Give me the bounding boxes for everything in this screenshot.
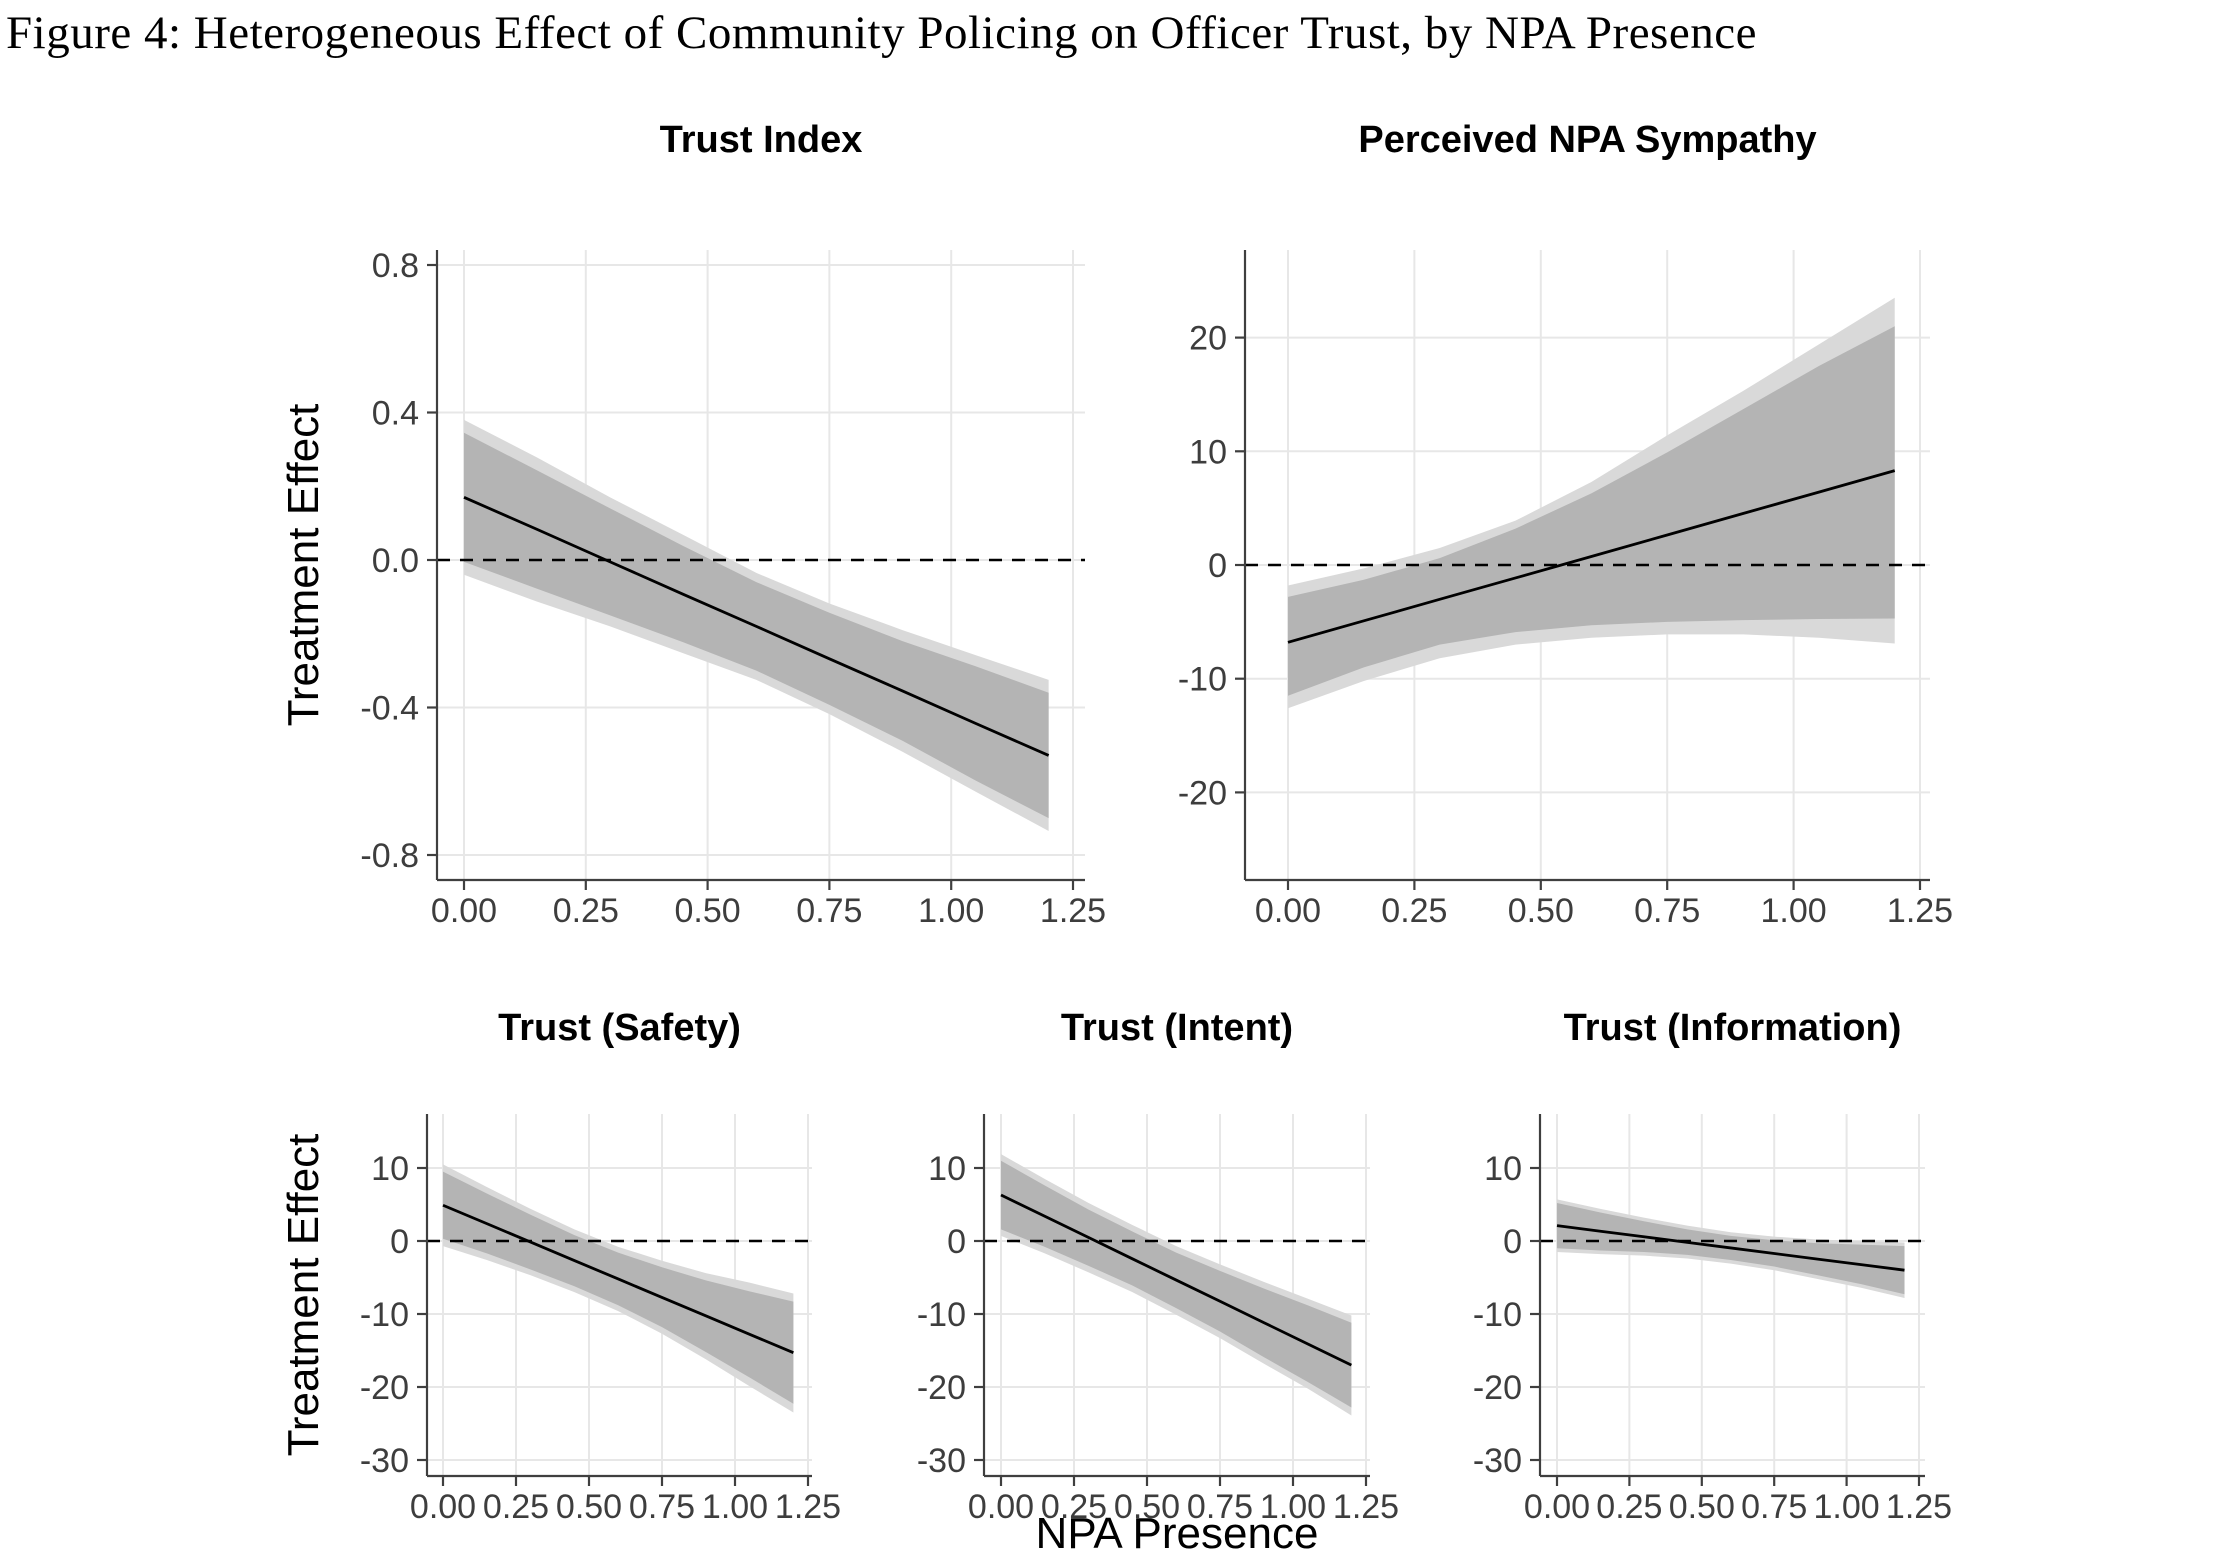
x-tick-label: 1.25 bbox=[775, 1488, 841, 1526]
x-tick-label: 0.25 bbox=[553, 892, 619, 930]
x-tick-label: 1.00 bbox=[1814, 1488, 1880, 1526]
x-tick-label: 0.25 bbox=[1596, 1488, 1662, 1526]
x-tick-label: 0.75 bbox=[796, 892, 862, 930]
panel-title: Trust Index bbox=[660, 119, 863, 161]
x-tick-label: 0.25 bbox=[483, 1488, 549, 1526]
panel-trust_index: 0.8 0.4 0.0 -0.4 -0.8 0.00 0.25 0.50 0.75 1.00 1.2… bbox=[360, 119, 1106, 930]
x-tick-label: 0.75 bbox=[1741, 1488, 1807, 1526]
x-tick-label: 0.00 bbox=[431, 892, 497, 930]
x-tick-label: 0.00 bbox=[1524, 1488, 1590, 1526]
y-tick-label: -20 bbox=[360, 1369, 409, 1407]
panel-trust_intent: 10 0 -10 -20 -300.00 0.25 0.50 0.75 1.00 1.25 Trus… bbox=[917, 1007, 1399, 1526]
panel-title: Trust (Information) bbox=[1564, 1007, 1902, 1049]
panel-perceived_npa_sympathy: 20 10 0 -10 -20 0.00 0.25 0.50 0.75 1.00 1.25 Perce… bbox=[1178, 119, 1953, 930]
y-tick-label: 10 bbox=[1189, 433, 1227, 471]
panel-title: Perceived NPA Sympathy bbox=[1358, 119, 1816, 161]
x-tick-label: 1.00 bbox=[1260, 1488, 1326, 1526]
x-axis-label: NPA Presence bbox=[1036, 1509, 1319, 1558]
y-tick-label: -30 bbox=[917, 1442, 966, 1480]
panel-trust_information: 10 0 -10 -20 -300.00 0.25 0.50 0.75 1.00 1.25 Trus… bbox=[1473, 1007, 1952, 1526]
y-tick-label: 0.0 bbox=[372, 542, 419, 580]
y-axis-label-top: Treatment Effect bbox=[279, 404, 328, 727]
trend-line bbox=[1556, 1224, 1905, 1272]
x-tick-label: 0.50 bbox=[1669, 1488, 1735, 1526]
y-tick-label: 20 bbox=[1189, 320, 1227, 358]
trend-line bbox=[463, 496, 1050, 757]
y-tick-label: 10 bbox=[1484, 1150, 1522, 1188]
figure-caption: Figure 4: Heterogeneous Effect of Commun… bbox=[6, 7, 1757, 59]
ci-inner-band bbox=[443, 1171, 794, 1404]
y-tick-label: -30 bbox=[1473, 1442, 1522, 1480]
trend-line bbox=[442, 1203, 794, 1354]
y-tick-label: -10 bbox=[1178, 661, 1227, 699]
x-tick-label: 0.75 bbox=[1634, 892, 1700, 930]
y-tick-label: 0 bbox=[1503, 1223, 1522, 1261]
y-tick-label: -30 bbox=[360, 1442, 409, 1480]
y-tick-label: 0 bbox=[947, 1223, 966, 1261]
panel-trust_safety: 10 0 -10 -20 -300.00 0.25 0.50 0.75 1.00 1.25 Trus… bbox=[360, 1007, 841, 1526]
ci-inner-band bbox=[1288, 326, 1895, 696]
x-tick-label: 0.50 bbox=[1114, 1488, 1180, 1526]
y-tick-label: 0.8 bbox=[372, 247, 419, 285]
y-tick-label: 0.4 bbox=[372, 395, 419, 433]
y-tick-label: -10 bbox=[917, 1296, 966, 1334]
trend-line bbox=[1287, 469, 1896, 644]
y-axis-label-bottom: Treatment Effect bbox=[279, 1134, 328, 1457]
panel-title: Trust (Safety) bbox=[498, 1007, 741, 1049]
y-tick-label: -20 bbox=[917, 1369, 966, 1407]
x-tick-label: 0.50 bbox=[556, 1488, 622, 1526]
x-tick-label: 0.50 bbox=[675, 892, 741, 930]
x-tick-label: 1.00 bbox=[1761, 892, 1827, 930]
trend-line bbox=[1000, 1193, 1353, 1367]
ci-inner-band bbox=[1001, 1160, 1352, 1408]
x-tick-label: 0.00 bbox=[1255, 892, 1321, 930]
y-tick-label: -10 bbox=[1473, 1296, 1522, 1334]
x-tick-label: 1.00 bbox=[702, 1488, 768, 1526]
y-tick-label: 10 bbox=[928, 1150, 966, 1188]
x-tick-label: 1.25 bbox=[1040, 892, 1106, 930]
y-tick-label: 0 bbox=[390, 1223, 409, 1261]
y-tick-label: -10 bbox=[360, 1296, 409, 1334]
x-tick-label: 0.00 bbox=[968, 1488, 1034, 1526]
y-tick-label: -0.8 bbox=[360, 837, 419, 875]
x-tick-label: 1.25 bbox=[1886, 1488, 1952, 1526]
x-tick-label: 0.75 bbox=[1187, 1488, 1253, 1526]
y-tick-label: -20 bbox=[1178, 774, 1227, 812]
y-tick-label: -20 bbox=[1473, 1369, 1522, 1407]
x-tick-label: 0.00 bbox=[410, 1488, 476, 1526]
x-tick-label: 0.25 bbox=[1041, 1488, 1107, 1526]
x-tick-label: 1.00 bbox=[918, 892, 984, 930]
x-tick-label: 0.50 bbox=[1508, 892, 1574, 930]
x-tick-label: 1.25 bbox=[1333, 1488, 1399, 1526]
y-tick-label: 10 bbox=[371, 1150, 409, 1188]
panel-title: Trust (Intent) bbox=[1061, 1007, 1293, 1049]
y-tick-label: 0 bbox=[1208, 547, 1227, 585]
x-tick-label: 0.75 bbox=[629, 1488, 695, 1526]
x-tick-label: 1.25 bbox=[1887, 892, 1953, 930]
panels-group: 0.80.40.0-0.4-0.80.00 0.25 0.50 0.75 1.00 1.2… bbox=[360, 119, 1953, 1526]
y-tick-label: -0.4 bbox=[360, 690, 419, 728]
x-tick-label: 0.25 bbox=[1381, 892, 1447, 930]
